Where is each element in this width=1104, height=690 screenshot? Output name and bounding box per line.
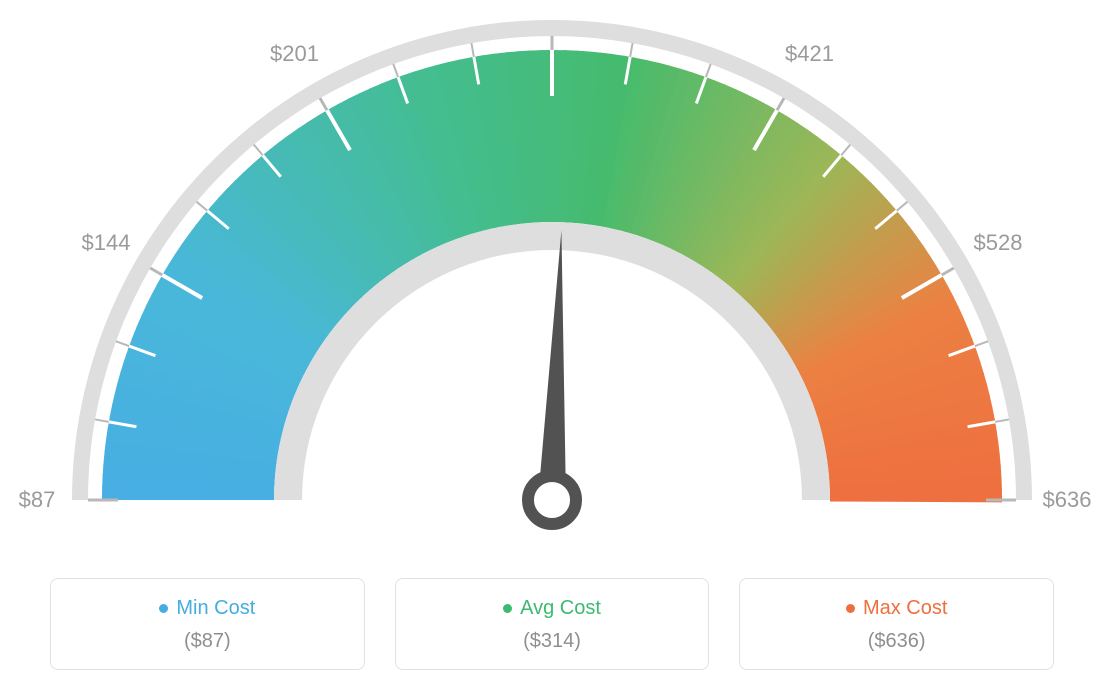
legend-max-title: Max Cost — [750, 597, 1043, 620]
gauge-svg — [0, 0, 1104, 560]
gauge-tick-label: $144 — [82, 230, 131, 256]
legend-max-label: Max Cost — [863, 597, 947, 619]
legend-max-value: ($636) — [750, 630, 1043, 653]
legend-avg-title: Avg Cost — [406, 597, 699, 620]
legend-avg-value: ($314) — [406, 630, 699, 653]
legend-min-label: Min Cost — [176, 597, 255, 619]
legend-max: Max Cost ($636) — [739, 578, 1054, 670]
legend-avg-label: Avg Cost — [520, 597, 601, 619]
legend-max-dot — [846, 604, 855, 613]
legend-min-dot — [159, 604, 168, 613]
legend-min: Min Cost ($87) — [50, 578, 365, 670]
legend-row: Min Cost ($87) Avg Cost ($314) Max Cost … — [50, 578, 1054, 670]
gauge-tick-label: $636 — [1043, 487, 1092, 513]
gauge-area: $87$144$201$314$421$528$636 — [0, 0, 1104, 560]
legend-min-title: Min Cost — [61, 597, 354, 620]
gauge-tick-label: $528 — [974, 230, 1023, 256]
legend-avg-dot — [503, 604, 512, 613]
gauge-tick-label: $421 — [785, 41, 834, 67]
gauge-tick-label: $87 — [19, 487, 56, 513]
legend-avg: Avg Cost ($314) — [395, 578, 710, 670]
legend-min-value: ($87) — [61, 630, 354, 653]
gauge-tick-label: $201 — [270, 41, 319, 67]
cost-gauge-container: $87$144$201$314$421$528$636 Min Cost ($8… — [0, 0, 1104, 690]
